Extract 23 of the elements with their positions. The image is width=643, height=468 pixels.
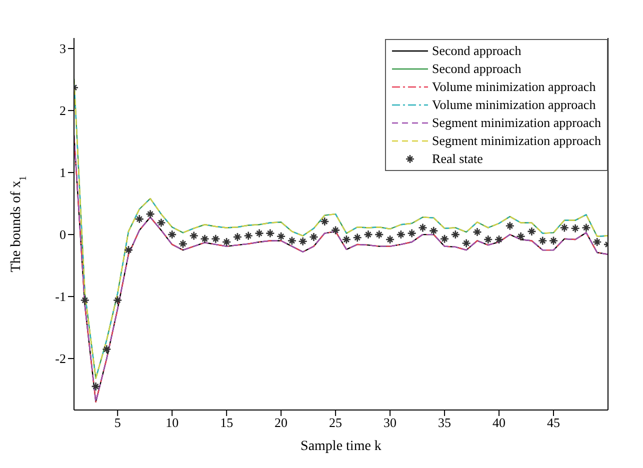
y-tick-label: 3 [60,41,66,56]
legend-label: Volume minimization approach [432,96,596,114]
x-tick-label: 15 [220,415,234,430]
x-tick-label: 35 [438,415,452,430]
x-axis-title: Sample time k [300,439,382,454]
legend-label: Second approach [432,42,522,60]
x-tick-label: 25 [329,415,342,430]
y-tick-label: 1 [60,165,66,180]
legend-label: Second approach [432,60,522,78]
legend-label: Segment minimization approach [432,114,601,132]
legend-label: Real state [432,150,483,168]
y-tick-label: -1 [55,289,66,304]
x-tick-label: 45 [547,415,560,430]
y-tick-label: 0 [60,227,66,242]
x-tick-label: 40 [492,415,506,430]
x-tick-label: 20 [274,415,288,430]
x-tick-label: 5 [114,415,121,430]
x-tick-label: 30 [384,415,397,430]
legend-label: Volume minimization approach [432,78,596,96]
y-tick-label: -2 [55,351,66,366]
y-tick-label: 2 [60,103,66,118]
x-tick-label: 10 [166,415,179,430]
legend-label: Segment minimization approach [432,132,601,150]
